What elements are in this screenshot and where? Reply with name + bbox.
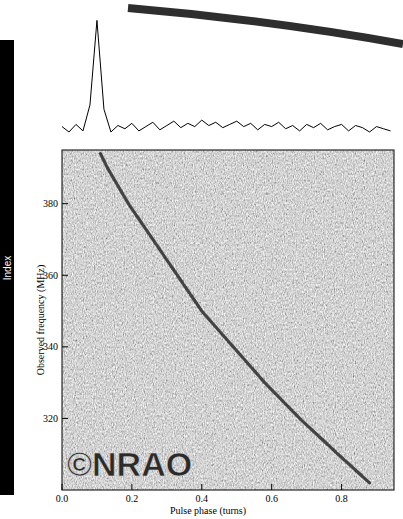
profile-line	[62, 20, 391, 132]
plot-frame	[62, 150, 394, 490]
x-tick	[131, 484, 132, 490]
x-axis-title: Pulse phase (turns)	[170, 505, 246, 517]
y-tick-label: 380	[43, 198, 58, 209]
x-tick-label: 0.4	[196, 493, 209, 504]
figure: Index3203403603800.00.20.40.60.8Pulse ph…	[0, 0, 403, 519]
x-tick-label: 0.2	[126, 493, 139, 504]
y-tick	[62, 418, 68, 419]
spectrum-background	[62, 150, 394, 490]
y-axis-title: Observed frequency (MHz)	[35, 265, 47, 376]
spectrum-plot	[100, 154, 369, 483]
y-tick	[62, 203, 68, 204]
profile-range	[62, 145, 394, 146]
sidebar-label: Index	[2, 256, 13, 280]
y-tick	[62, 275, 68, 276]
x-tick-label: 0.6	[265, 493, 278, 504]
x-tick-label: 0.0	[56, 493, 69, 504]
decor-arc	[128, 8, 403, 44]
dispersion-track	[100, 154, 369, 483]
x-tick	[62, 484, 63, 490]
x-tick	[201, 484, 202, 490]
x-tick	[341, 484, 342, 490]
sidebar	[0, 40, 14, 495]
x-tick	[271, 484, 272, 490]
y-tick	[62, 346, 68, 347]
y-tick-label: 320	[43, 413, 58, 424]
watermark: ©NRAO	[67, 445, 192, 483]
profile-plot	[62, 20, 391, 132]
x-tick-label: 0.8	[335, 493, 348, 504]
